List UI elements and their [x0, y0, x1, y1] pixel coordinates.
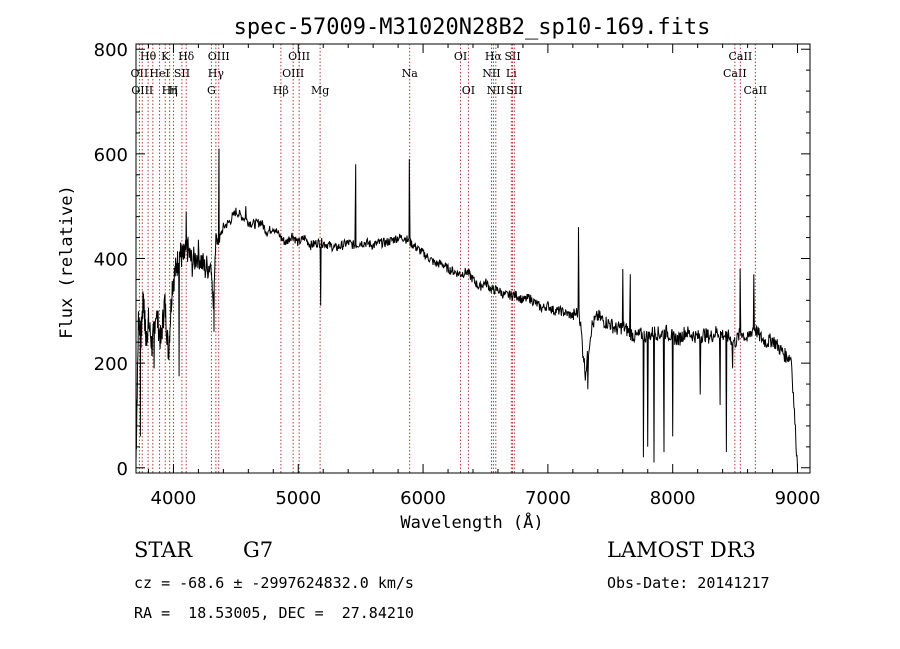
line-label-18: OI [454, 50, 467, 63]
line-label-10: G [207, 84, 216, 97]
survey-name: LAMOST DR3 [607, 538, 756, 562]
coordinates-readout: RA = 18.53005, DEC = 27.84210 [134, 604, 414, 622]
line-label-26: CaII [723, 67, 747, 80]
chart-title: spec-57009-M31020N28B2_sp10-169.fits [234, 15, 711, 40]
x-tick-label-3: 7000 [525, 488, 571, 509]
line-label-4: HeI [149, 67, 169, 80]
line-label-1: OIII [131, 84, 153, 97]
object-class: STAR [134, 538, 193, 562]
y-tick-label-1: 200 [94, 354, 128, 375]
line-label-13: Hβ [273, 84, 289, 97]
line-label-19: OI [462, 84, 475, 97]
line-label-16: Mg [311, 84, 329, 97]
line-label-21: Hα [485, 50, 503, 63]
plot-area: OIIOIIIHθHeIKHηHSIIHδGHγOIIIHβOIIIOIIIMg… [94, 40, 821, 509]
line-label-0: OII [131, 67, 149, 80]
x-tick-label-4: 8000 [650, 488, 696, 509]
line-label-28: CaII [743, 84, 767, 97]
redshift-readout: cz = -68.6 ± -2997624832.0 km/s [134, 574, 414, 592]
plot-frame [135, 43, 811, 474]
line-label-14: OIII [282, 67, 304, 80]
line-label-20: NII [482, 67, 500, 80]
line-label-2: Hθ [140, 50, 157, 63]
x-tick-label-0: 4000 [151, 488, 197, 509]
line-label-17: Na [402, 67, 419, 80]
line-label-7: H [169, 84, 179, 97]
line-label-22: NII [487, 84, 505, 97]
line-label-15: OIII [288, 50, 310, 63]
y-tick-label-4: 800 [94, 40, 128, 61]
y-tick-label-0: 0 [117, 459, 128, 480]
line-label-27: CaII [729, 50, 753, 63]
line-label-12: OIII [208, 50, 230, 63]
line-label-8: SII [174, 67, 190, 80]
line-label-9: Hδ [178, 50, 195, 63]
y-axis-label: Flux (relative) [57, 185, 77, 339]
x-tick-label-2: 6000 [400, 488, 446, 509]
x-tick-label-5: 9000 [775, 488, 821, 509]
y-tick-label-3: 600 [94, 145, 128, 166]
x-axis-label: Wavelength (Å) [400, 511, 543, 533]
line-label-24: SII [504, 50, 520, 63]
observation-date: Obs-Date: 20141217 [607, 574, 770, 592]
spectrum-line [135, 148, 798, 468]
y-tick-label-2: 400 [94, 250, 128, 271]
line-label-25: SII [506, 84, 522, 97]
x-tick-label-1: 5000 [275, 488, 321, 509]
line-label-5: K [161, 50, 170, 63]
line-label-23: Li [506, 67, 517, 80]
object-subclass: G7 [243, 538, 274, 562]
line-label-11: Hγ [208, 67, 225, 80]
